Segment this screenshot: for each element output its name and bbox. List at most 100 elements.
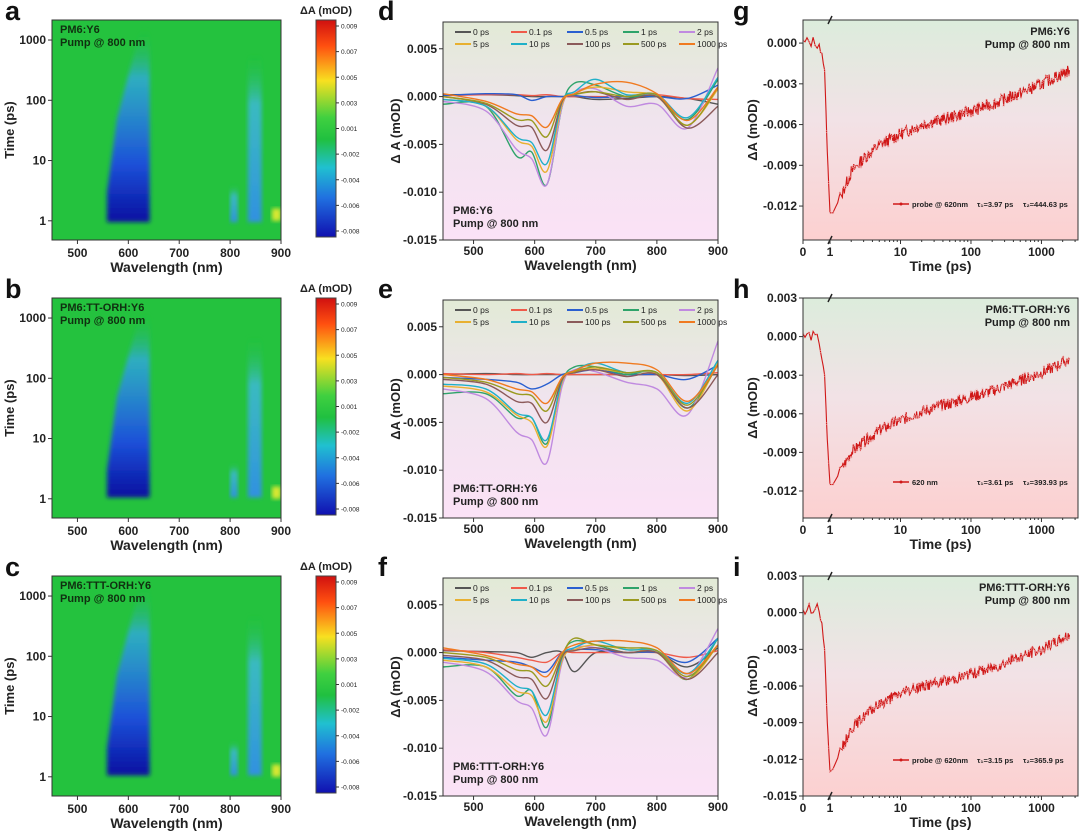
data-point xyxy=(877,139,880,143)
y-tick-label: 100 xyxy=(26,93,46,107)
colorbar-tick-label: 0.003 xyxy=(341,378,358,385)
legend-label: 1 ps xyxy=(641,583,657,593)
heatmap-positive-spot xyxy=(271,764,281,777)
data-point xyxy=(958,671,961,674)
y-tick-label: -0.005 xyxy=(403,415,437,429)
data-point xyxy=(1029,648,1032,651)
pump-label: Pump @ 800 nm xyxy=(60,593,146,605)
y-tick-label: -0.009 xyxy=(763,716,797,730)
x-tick-label: 10 xyxy=(894,245,908,259)
data-point xyxy=(940,409,944,412)
data-point xyxy=(996,105,1000,109)
data-point xyxy=(849,730,853,734)
plot-background xyxy=(803,298,1078,518)
data-point xyxy=(1008,660,1011,664)
data-point xyxy=(859,166,863,169)
data-point xyxy=(919,127,923,130)
data-point xyxy=(1015,98,1019,101)
data-point xyxy=(971,114,975,118)
x-tick-label: 500 xyxy=(67,246,87,260)
data-point xyxy=(1034,372,1038,376)
data-point xyxy=(1063,363,1067,367)
heatmap-background xyxy=(52,20,281,240)
colorbar-tick-label: -0.004 xyxy=(341,455,360,462)
data-point xyxy=(846,456,849,460)
data-point xyxy=(904,413,907,417)
x-tick-label: 600 xyxy=(525,522,545,536)
data-point xyxy=(819,350,822,353)
data-point xyxy=(931,403,934,407)
heatmap-band xyxy=(247,614,262,776)
series-line-1000-ps xyxy=(443,639,718,678)
data-point xyxy=(1061,355,1065,359)
data-point xyxy=(873,431,877,435)
legend-label: probe @ 620nm xyxy=(912,756,968,765)
data-point xyxy=(853,166,857,170)
data-point xyxy=(1006,94,1009,98)
data-point xyxy=(871,705,875,709)
data-point xyxy=(986,395,990,398)
colorbar xyxy=(315,575,337,794)
data-point xyxy=(959,403,963,406)
x-tick-label: 1 xyxy=(827,245,834,259)
x-tick-label: 800 xyxy=(220,524,240,538)
data-point xyxy=(879,433,882,436)
x-tick-label: 1000 xyxy=(1028,523,1055,537)
legend-label: 0.5 ps xyxy=(585,305,608,315)
data-point xyxy=(1042,364,1046,368)
colorbar-tick-label: -0.008 xyxy=(341,507,360,514)
data-point xyxy=(851,728,855,732)
data-point xyxy=(861,159,865,163)
data-point xyxy=(1056,79,1059,83)
data-point xyxy=(1031,645,1034,649)
data-point xyxy=(894,140,898,144)
legend-label: 1000 ps xyxy=(697,595,727,605)
data-point xyxy=(875,147,879,151)
data-point xyxy=(1000,94,1004,97)
data-point xyxy=(1004,384,1007,388)
x-tick-label: 600 xyxy=(118,524,138,538)
data-point xyxy=(896,695,900,699)
data-point xyxy=(851,165,855,168)
data-point xyxy=(1023,90,1027,93)
data-point xyxy=(1059,362,1063,365)
colorbar-tick-label: -0.002 xyxy=(341,430,360,437)
colorbar-tick-label: -0.008 xyxy=(341,785,360,792)
series-area xyxy=(443,340,718,466)
panel-label-e: e xyxy=(378,274,394,304)
data-point xyxy=(1011,382,1015,386)
data-point xyxy=(921,405,925,409)
data-point xyxy=(1017,379,1021,383)
data-point xyxy=(929,678,932,682)
data-point xyxy=(921,688,925,691)
legend-label: 10 ps xyxy=(529,317,550,327)
data-point xyxy=(959,674,963,678)
data-point xyxy=(884,700,888,704)
colorbar-title: ΔA (mOD) xyxy=(300,283,352,295)
colorbar-tick-label: -0.006 xyxy=(341,481,360,488)
colorbar-tick-label: 0.003 xyxy=(341,100,358,107)
y-tick-label: 0.000 xyxy=(767,36,797,50)
data-point xyxy=(1065,637,1069,641)
y-tick-label: -0.003 xyxy=(763,77,797,91)
data-point xyxy=(1048,78,1052,82)
data-point xyxy=(881,145,884,149)
legend-label: 1 ps xyxy=(641,305,657,315)
data-point xyxy=(898,418,902,422)
plot-background xyxy=(803,576,1078,796)
data-point xyxy=(908,693,911,697)
data-point xyxy=(983,391,986,395)
x-tick-label: 0 xyxy=(800,523,807,537)
y-tick-label: -0.015 xyxy=(403,511,437,525)
x-tick-label: 700 xyxy=(586,522,606,536)
data-point xyxy=(935,680,938,683)
data-point xyxy=(813,607,817,611)
pump-label: Pump @ 800 nm xyxy=(985,317,1071,329)
data-point xyxy=(950,677,954,681)
heatmap-background xyxy=(52,576,281,796)
data-point xyxy=(813,44,817,47)
x-axis-label: Wavelength (nm) xyxy=(524,257,636,273)
data-point xyxy=(981,100,984,104)
colorbar-tick-label: 0.001 xyxy=(341,682,358,689)
data-point xyxy=(1019,96,1023,100)
